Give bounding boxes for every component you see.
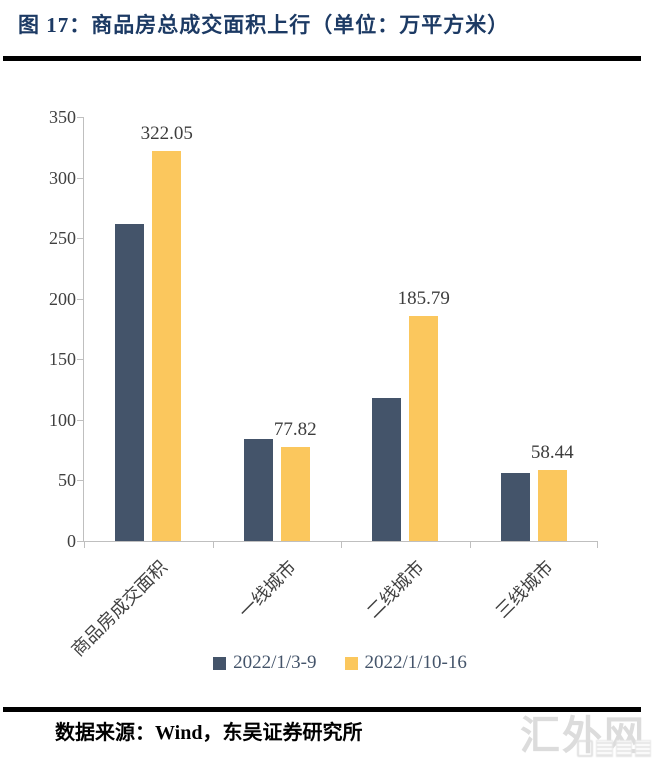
y-axis-tick-label: 350: [49, 107, 76, 127]
y-axis-tick-mark: [77, 177, 84, 179]
x-axis-tick-mark: [469, 541, 471, 548]
y-axis-tick-mark: [77, 359, 84, 361]
y-axis-tick-mark: [77, 480, 84, 482]
legend-series-name: 2022/1/3-9: [233, 652, 317, 673]
bar-value-label: 77.82: [273, 418, 317, 440]
chart-legend: 2022/1/3-9 2022/1/10-16: [83, 650, 597, 676]
y-axis-tick-label: 50: [58, 470, 76, 491]
bar-series1-商品房成交面积: [115, 223, 145, 541]
bar-series1-一线城市: [243, 439, 273, 541]
legend-swatch-icon: [213, 656, 227, 670]
x-axis-tick-mark: [597, 541, 598, 548]
y-axis-tick-mark: [77, 541, 84, 542]
y-axis-tick-label: 0: [67, 531, 76, 551]
y-axis-tick-label: 100: [49, 409, 76, 430]
legend-item: 2022/1/3-9: [213, 652, 317, 674]
page-title: 图 17：商品房总成交面积上行（单位：万平方米）: [18, 13, 510, 37]
bar-series1-三线城市: [500, 473, 530, 541]
y-axis-tick-mark: [77, 298, 84, 300]
bar-chart-plot-area: 0 50 100 150 200 250 300 350 322.05 商品房成交面积 77.82 一…: [49, 107, 598, 660]
x-axis-tick-mark: [341, 541, 342, 548]
y-axis-tick-label: 200: [49, 288, 76, 309]
legend-series-name: 2022/1/10-16: [364, 652, 467, 673]
logo-glyph-shape: [596, 739, 613, 757]
logo-glyph-shape: [615, 739, 632, 757]
footer-divider-rule: [3, 707, 641, 712]
blurred-logo-watermark: [577, 738, 651, 758]
legend-swatch-icon: [344, 656, 358, 670]
x-axis-tick-mark: [84, 541, 85, 548]
y-axis-tick-mark: [77, 419, 84, 421]
bar-series2-二线城市: [409, 315, 439, 541]
bar-series2-商品房成交面积: [152, 150, 182, 541]
bar-series2-一线城市: [280, 446, 310, 541]
title-divider-rule: [3, 56, 641, 61]
logo-box-shape: [577, 739, 594, 757]
logo-glyph-shape: [634, 739, 651, 757]
bar-series1-二线城市: [372, 398, 402, 541]
y-axis-tick-label: 250: [49, 228, 76, 249]
bar-value-label: 58.44: [530, 442, 574, 464]
y-axis-tick-label: 150: [49, 349, 76, 370]
y-axis-tick-label: 300: [49, 167, 76, 188]
y-axis-tick-mark: [77, 238, 84, 240]
bar-series2-三线城市: [537, 470, 567, 541]
data-source-text: 数据来源：Wind，东吴证券研究所: [55, 722, 363, 744]
legend-item: 2022/1/10-16: [344, 652, 467, 674]
bar-value-label: 185.79: [397, 287, 450, 309]
bar-value-label: 322.05: [140, 122, 193, 144]
x-axis-tick-mark: [212, 541, 214, 548]
y-axis-tick-mark: [77, 117, 84, 118]
